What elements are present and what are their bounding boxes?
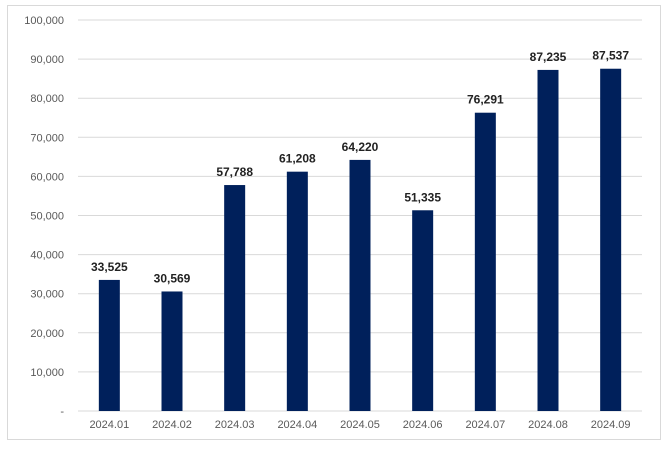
- y-tick-label: -: [60, 406, 64, 418]
- data-label: 57,788: [216, 165, 253, 179]
- bar: [98, 279, 120, 411]
- bars: [98, 68, 622, 412]
- y-tick-label: 30,000: [30, 289, 64, 301]
- data-label: 87,537: [592, 49, 629, 63]
- y-tick-label: 10,000: [30, 367, 64, 379]
- x-tick-label: 2024.09: [591, 419, 631, 431]
- bar: [412, 210, 434, 411]
- x-tick-label: 2024.07: [465, 419, 505, 431]
- y-tick-label: 40,000: [30, 250, 64, 262]
- y-axis-ticks: - 10,000 20,000 30,000 40,000 50,000 60,000 70,…: [24, 15, 64, 418]
- bar: [286, 171, 308, 411]
- y-tick-label: 90,000: [30, 54, 64, 66]
- data-labels: 33,525 30,569 57,788 61,208 64,220 51,335 76,2…: [91, 49, 629, 286]
- bar: [161, 291, 183, 411]
- bar: [349, 159, 371, 411]
- x-tick-label: 2024.04: [277, 419, 317, 431]
- y-tick-label: 60,000: [30, 171, 64, 183]
- y-tick-label: 50,000: [30, 211, 64, 223]
- data-label: 61,208: [279, 152, 316, 166]
- x-tick-label: 2024.05: [340, 419, 380, 431]
- x-tick-label: 2024.06: [403, 419, 443, 431]
- data-label: 87,235: [530, 50, 567, 64]
- y-tick-label: 100,000: [24, 15, 64, 27]
- x-tick-label: 2024.03: [215, 419, 255, 431]
- y-tick-label: 80,000: [30, 93, 64, 105]
- data-label: 33,525: [91, 260, 128, 274]
- bar: [224, 185, 246, 411]
- data-label: 64,220: [342, 140, 379, 154]
- y-tick-label: 70,000: [30, 132, 64, 144]
- x-tick-label: 2024.01: [89, 419, 129, 431]
- bar: [474, 112, 496, 412]
- data-label: 76,291: [467, 93, 504, 107]
- bar: [600, 68, 622, 411]
- data-label: 51,335: [404, 190, 441, 204]
- data-label: 30,569: [154, 271, 191, 285]
- x-tick-label: 2024.08: [528, 419, 568, 431]
- x-tick-label: 2024.02: [152, 419, 192, 431]
- y-tick-label: 20,000: [30, 328, 64, 340]
- bar: [537, 69, 559, 412]
- x-axis-ticks: 2024.01 2024.02 2024.03 2024.04 2024.05 2024.…: [89, 419, 630, 431]
